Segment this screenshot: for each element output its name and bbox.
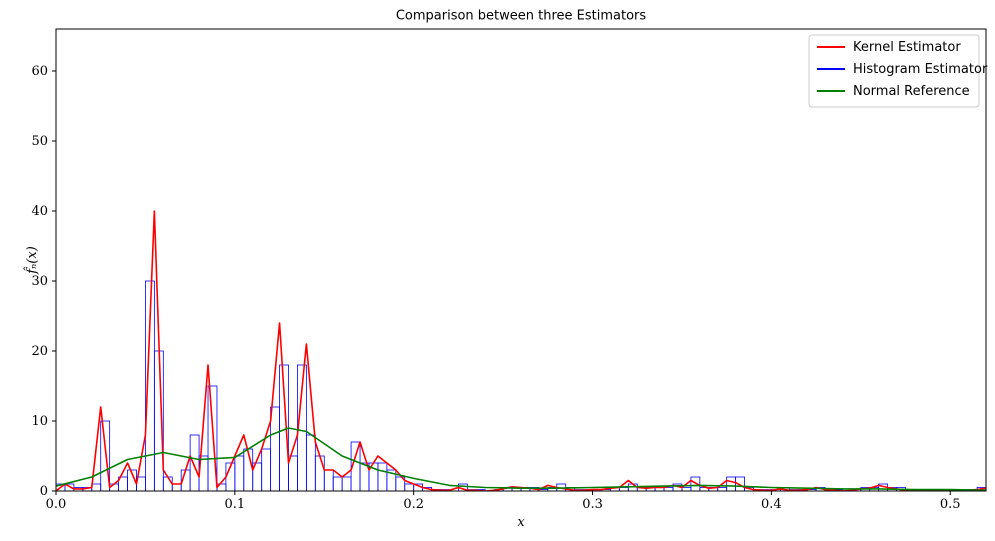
axes-frame	[55, 28, 987, 492]
histogram-bar	[207, 385, 218, 491]
histogram-bar	[109, 483, 119, 491]
histogram-bar	[690, 476, 701, 491]
histogram-bar	[323, 469, 334, 491]
x-tick-label: 0.4	[761, 497, 782, 512]
histogram-bar	[663, 487, 674, 491]
histogram-bar	[717, 487, 728, 491]
histogram-bar	[681, 487, 692, 491]
legend-label: Histogram Estimator	[853, 62, 988, 77]
line	[56, 427, 986, 491]
histogram-bar	[234, 455, 245, 491]
histogram-bar	[261, 448, 272, 491]
x-axis-label: x	[517, 515, 525, 530]
histogram-bar	[100, 420, 111, 491]
histogram-bar	[377, 462, 388, 491]
y-tick-label: 0	[40, 484, 48, 499]
histogram-bar	[91, 483, 102, 491]
histogram-bar	[341, 476, 352, 491]
histogram-bar	[171, 483, 182, 491]
y-axis-label: f̂ₙ(x)	[23, 246, 40, 275]
legend-label: Normal Reference	[853, 84, 970, 99]
histogram-bar	[305, 434, 316, 491]
y-tick-label: 60	[31, 64, 48, 79]
y-tick-label: 50	[31, 134, 48, 149]
histogram-bar	[726, 476, 737, 491]
y-tick-label: 30	[31, 274, 48, 289]
x-tick-label: 0.3	[582, 497, 603, 512]
histogram-bar	[735, 476, 745, 491]
x-tick-label: 0.1	[225, 497, 246, 512]
histogram-bar	[332, 476, 343, 491]
x-tick-label: 0.5	[940, 497, 961, 512]
y-tick-label: 40	[31, 204, 48, 219]
histogram-bar	[189, 434, 200, 491]
histogram-bar	[270, 406, 280, 491]
histogram-bar	[314, 455, 325, 491]
y-tick-label: 10	[31, 414, 48, 429]
legend-label: Kernel Estimator	[853, 40, 961, 55]
y-tick-label: 20	[31, 344, 48, 359]
plot-area	[56, 210, 986, 491]
chart-title: Comparison between three Estimators	[396, 9, 647, 24]
line	[56, 210, 986, 491]
histogram-bar	[162, 476, 173, 491]
histogram-bar	[618, 487, 629, 491]
histogram-bar	[404, 483, 415, 491]
legend-box	[808, 34, 980, 108]
x-tick-label: 0.2	[403, 497, 424, 512]
x-tick-label: 0.0	[46, 497, 67, 512]
